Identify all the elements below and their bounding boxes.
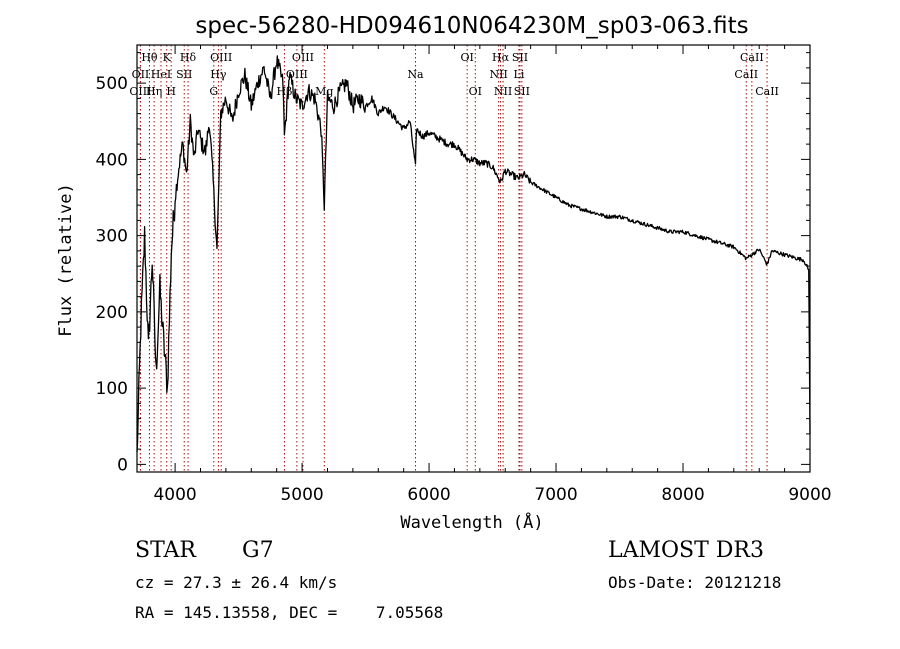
marker-label-21: NII bbox=[489, 68, 507, 81]
object-class: STAR bbox=[135, 538, 196, 563]
marker-label-9: OIII bbox=[210, 51, 232, 64]
marker-label-7: SII bbox=[176, 68, 192, 81]
chart-title: spec-56280-HD094610N064230M_sp03-063.fit… bbox=[195, 13, 748, 39]
survey-name: LAMOST DR3 bbox=[608, 538, 764, 563]
y-axis-label: Flux (relative) bbox=[56, 183, 76, 337]
y-tick-label-5: 500 bbox=[96, 74, 128, 94]
marker-label-6: H bbox=[166, 85, 176, 98]
marker-label-27: CaII bbox=[755, 85, 779, 98]
object-subclass: G7 bbox=[242, 538, 274, 563]
x-tick-label-5: 9000 bbox=[788, 485, 831, 505]
marker-label-22: Li bbox=[514, 68, 525, 81]
marker-label-8: Hδ bbox=[180, 51, 197, 64]
marker-label-18: OI bbox=[469, 85, 482, 98]
x-tick-label-0: 4000 bbox=[153, 485, 196, 505]
marker-label-0: Hθ bbox=[141, 51, 158, 64]
y-tick-label-3: 300 bbox=[96, 227, 128, 247]
marker-label-23: NII bbox=[494, 85, 512, 98]
x-tick-label-1: 5000 bbox=[280, 485, 323, 505]
marker-label-17: OI bbox=[460, 51, 473, 64]
coordinates: RA = 145.13558, DEC = 7.05568 bbox=[135, 603, 444, 622]
marker-label-10: Hγ bbox=[210, 68, 227, 81]
marker-label-24: SII bbox=[514, 85, 530, 98]
y-axis-ticks: 0 100 200 300 400 500 bbox=[96, 52, 810, 475]
x-tick-label-2: 6000 bbox=[407, 485, 450, 505]
x-tick-label-4: 8000 bbox=[661, 485, 704, 505]
obs-date: Obs-Date: 20121218 bbox=[608, 573, 782, 592]
marker-label-12: Hβ bbox=[276, 85, 292, 98]
marker-label-1: OII bbox=[132, 68, 150, 81]
marker-label-26: CaII bbox=[734, 68, 758, 81]
marker-label-5: HeI bbox=[151, 68, 171, 81]
marker-label-25: CaII bbox=[740, 51, 764, 64]
flux-series-line bbox=[136, 55, 811, 453]
marker-label-2: OIII bbox=[129, 85, 151, 98]
marker-label-11: G bbox=[209, 85, 218, 98]
redshift-value: cz = 27.3 ± 26.4 km/s bbox=[135, 573, 338, 592]
y-tick-label-1: 100 bbox=[96, 379, 128, 399]
marker-label-20: SII bbox=[512, 51, 528, 64]
y-tick-label-2: 200 bbox=[96, 303, 128, 323]
x-tick-label-3: 7000 bbox=[534, 485, 577, 505]
marker-label-16: Na bbox=[407, 68, 424, 81]
y-tick-label-0: 0 bbox=[117, 455, 128, 475]
marker-label-13: OIII bbox=[292, 51, 314, 64]
x-axis-ticks: 4000 5000 6000 7000 8000 9000 bbox=[153, 45, 832, 505]
marker-label-4: K bbox=[163, 51, 172, 64]
marker-label-15: Mg bbox=[315, 85, 333, 98]
plot-frame bbox=[136, 44, 811, 473]
marker-label-3: Hη bbox=[146, 85, 162, 98]
marker-label-19: Hα bbox=[492, 51, 510, 64]
x-axis-label: Wavelength (Å) bbox=[400, 511, 543, 533]
y-tick-label-4: 400 bbox=[96, 150, 128, 170]
